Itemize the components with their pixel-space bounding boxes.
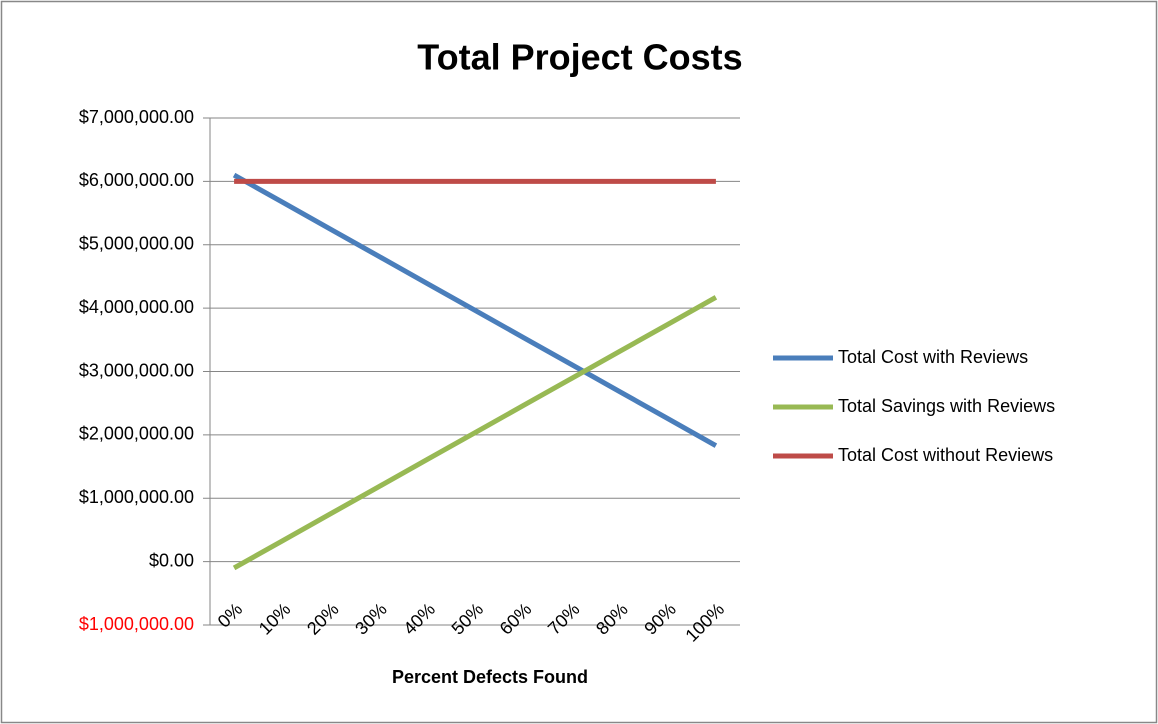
y-tick-label: $5,000,000.00 [79, 234, 194, 254]
y-tick-label: $0.00 [149, 550, 194, 570]
y-tick-label: $1,000,000.00 [79, 614, 194, 634]
y-tick-label: $2,000,000.00 [79, 424, 194, 444]
series-line [232, 172, 718, 448]
legend-label: Total Savings with Reviews [838, 396, 1055, 416]
chart-title: Total Project Costs [417, 37, 742, 78]
y-tick-label: $6,000,000.00 [79, 170, 194, 190]
y-tick-label: $3,000,000.00 [79, 360, 194, 380]
y-tick-label: $4,000,000.00 [79, 297, 194, 317]
y-tick-label: $1,000,000.00 [79, 487, 194, 507]
legend-label: Total Cost with Reviews [838, 347, 1028, 367]
legend-label: Total Cost without Reviews [838, 445, 1053, 465]
x-axis-title: Percent Defects Found [392, 667, 588, 687]
y-tick-label: $7,000,000.00 [79, 107, 194, 127]
series-line [232, 295, 718, 571]
